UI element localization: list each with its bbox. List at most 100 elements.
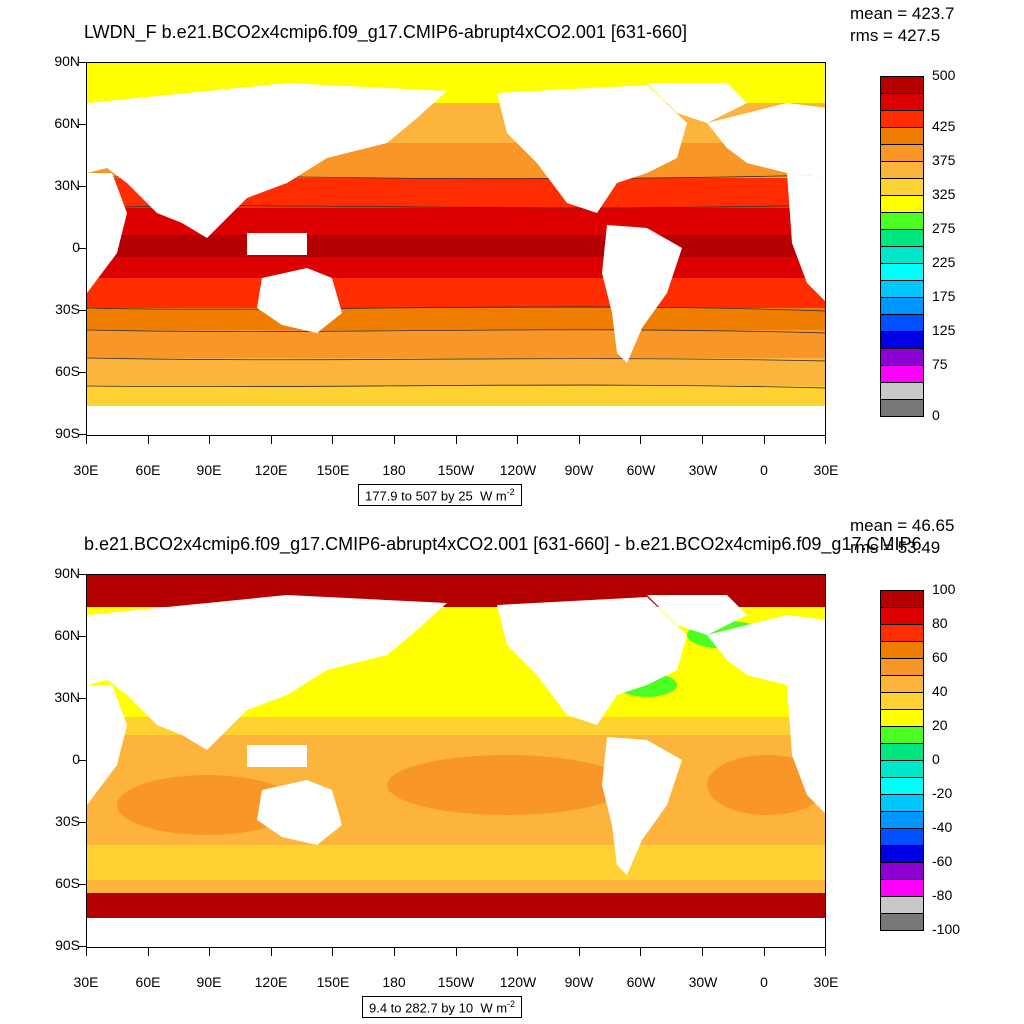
map-frame bbox=[86, 574, 826, 948]
land-maritime bbox=[247, 745, 307, 767]
colorbar-label: -20 bbox=[932, 785, 953, 801]
map-frame bbox=[86, 62, 826, 436]
colorbar-swatch bbox=[880, 641, 924, 659]
colorbar-swatch bbox=[880, 777, 924, 795]
lat-label: 30N bbox=[54, 177, 80, 193]
units: W m bbox=[480, 1000, 508, 1016]
colorbar-swatch bbox=[880, 263, 924, 281]
lon-label: 90E bbox=[196, 974, 222, 990]
units: W m bbox=[479, 488, 507, 504]
lon-label: 90W bbox=[564, 974, 594, 990]
colorbar-swatch bbox=[880, 365, 924, 383]
lon-tick bbox=[332, 436, 334, 444]
lon-label: 0 bbox=[760, 462, 768, 478]
lat-label: 60S bbox=[55, 363, 80, 379]
land-south-america bbox=[602, 737, 682, 875]
mean-stat: mean = 46.65 bbox=[850, 516, 955, 535]
lat-label: 30S bbox=[55, 813, 80, 829]
contour bbox=[87, 329, 825, 334]
colorbar-swatch bbox=[880, 144, 924, 162]
colorbar-label: -80 bbox=[932, 887, 953, 903]
colorbar-swatch bbox=[880, 658, 924, 676]
colorbar-swatch bbox=[880, 93, 924, 111]
colorbar-swatch bbox=[880, 828, 924, 846]
lon-label: 120W bbox=[499, 462, 537, 478]
lon-tick bbox=[702, 948, 703, 956]
lon-tick bbox=[394, 436, 395, 444]
colorbar-swatch bbox=[880, 845, 924, 863]
land-africa-east bbox=[787, 685, 825, 813]
lon-label: 150E bbox=[316, 974, 350, 990]
land-greenland bbox=[647, 83, 747, 123]
lat-tick bbox=[78, 698, 86, 699]
land-antarctica bbox=[87, 918, 825, 947]
colorbar-label: 60 bbox=[932, 649, 948, 665]
colorbar-label: -100 bbox=[932, 921, 961, 937]
colorbar-swatch bbox=[880, 178, 924, 196]
colorbar-label: 175 bbox=[932, 288, 956, 304]
land-asia bbox=[87, 83, 447, 238]
lat-label: 30N bbox=[54, 689, 80, 705]
lon-tick bbox=[517, 436, 519, 444]
lon-label: 180 bbox=[382, 974, 406, 990]
band bbox=[87, 358, 825, 386]
lon-tick bbox=[332, 948, 334, 956]
lon-label: 30W bbox=[688, 974, 718, 990]
lon-label: 30E bbox=[73, 462, 99, 478]
lon-label: 60W bbox=[626, 974, 656, 990]
field-map bbox=[87, 63, 825, 435]
band bbox=[87, 308, 825, 330]
lat-label: 60N bbox=[54, 115, 80, 131]
band bbox=[87, 386, 825, 406]
colorbar-label: 75 bbox=[932, 356, 948, 372]
lon-label: 30E bbox=[813, 462, 839, 478]
colorbar-swatch bbox=[880, 896, 924, 914]
colorbar-swatch bbox=[880, 675, 924, 693]
lat-label: 0 bbox=[72, 239, 80, 255]
lon-tick bbox=[825, 948, 827, 956]
units-exponent: -2 bbox=[507, 999, 516, 1009]
lon-tick bbox=[578, 948, 580, 956]
plot-title: b.e21.BCO2x4cmip6.f09_g17.CMIP6-abrupt4x… bbox=[84, 534, 922, 554]
field-map bbox=[87, 575, 825, 947]
colorbar-swatch bbox=[880, 709, 924, 727]
lon-label: 30E bbox=[813, 974, 839, 990]
rms-stat: rms = 427.5 bbox=[850, 26, 941, 45]
lat-tick bbox=[78, 822, 86, 823]
lat-tick bbox=[78, 946, 86, 947]
land-australia bbox=[257, 268, 342, 333]
units-exponent: -2 bbox=[506, 487, 515, 497]
land-greenland bbox=[647, 595, 747, 635]
lon-tick bbox=[763, 436, 765, 444]
lat-tick bbox=[78, 760, 86, 761]
lon-tick bbox=[702, 436, 703, 444]
colorbar-label: 80 bbox=[932, 615, 948, 631]
land-africa bbox=[87, 685, 127, 805]
colorbar-swatch bbox=[880, 382, 924, 400]
contour-info-box: 177.9 to 507 by 25 W m-2 bbox=[358, 484, 522, 507]
colorbar-swatch bbox=[880, 590, 924, 608]
colorbar-swatch bbox=[880, 76, 924, 94]
lat-label: 90S bbox=[55, 425, 80, 441]
contour-info: 177.9 to 507 by 25 bbox=[365, 488, 473, 504]
lon-tick bbox=[209, 436, 211, 444]
lat-tick bbox=[78, 636, 86, 637]
colorbar-swatch bbox=[880, 692, 924, 710]
colorbar-swatch bbox=[880, 624, 924, 642]
lat-tick bbox=[78, 186, 86, 187]
contour bbox=[87, 384, 825, 389]
lon-tick bbox=[455, 948, 457, 956]
colorbar-swatch bbox=[880, 607, 924, 625]
land-north-america bbox=[497, 597, 687, 725]
colorbar-swatch bbox=[880, 913, 924, 931]
land-africa-east bbox=[787, 173, 825, 301]
colorbar-label: 0 bbox=[932, 407, 940, 423]
land-antarctica bbox=[87, 406, 825, 435]
lon-tick bbox=[640, 948, 642, 956]
lon-tick bbox=[455, 436, 457, 444]
land-maritime bbox=[247, 233, 307, 255]
lon-label: 30E bbox=[73, 974, 99, 990]
colorbar-swatch bbox=[880, 314, 924, 332]
lon-tick bbox=[763, 948, 765, 956]
colorbar-swatch bbox=[880, 110, 924, 128]
